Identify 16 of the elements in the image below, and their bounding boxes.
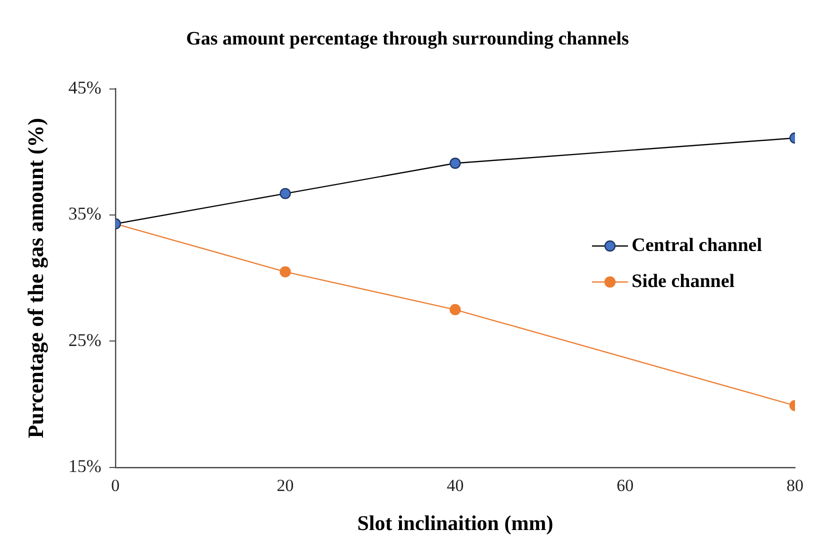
y-tick-label: 15% <box>68 456 102 476</box>
x-tick-label: 40 <box>446 476 464 496</box>
y-tick-label: 25% <box>68 330 102 350</box>
x-tick-label: 80 <box>786 476 804 496</box>
chart-title: Gas amount percentage through surrounding channels <box>186 28 629 50</box>
x-tick-label: 20 <box>276 476 294 496</box>
legend-label: Side channel <box>632 271 735 293</box>
x-tick-label: 0 <box>111 476 120 496</box>
y-axis-title: Purcentage of the gas amount (%) <box>22 118 48 438</box>
legend-label: Central channel <box>632 235 762 257</box>
x-axis-title: Slot inclinaition (mm) <box>357 510 554 535</box>
y-tick-label: 35% <box>68 204 102 224</box>
x-tick-label: 60 <box>616 476 634 496</box>
y-tick-label: 45% <box>68 78 102 98</box>
point <box>450 304 461 316</box>
point <box>280 266 291 278</box>
